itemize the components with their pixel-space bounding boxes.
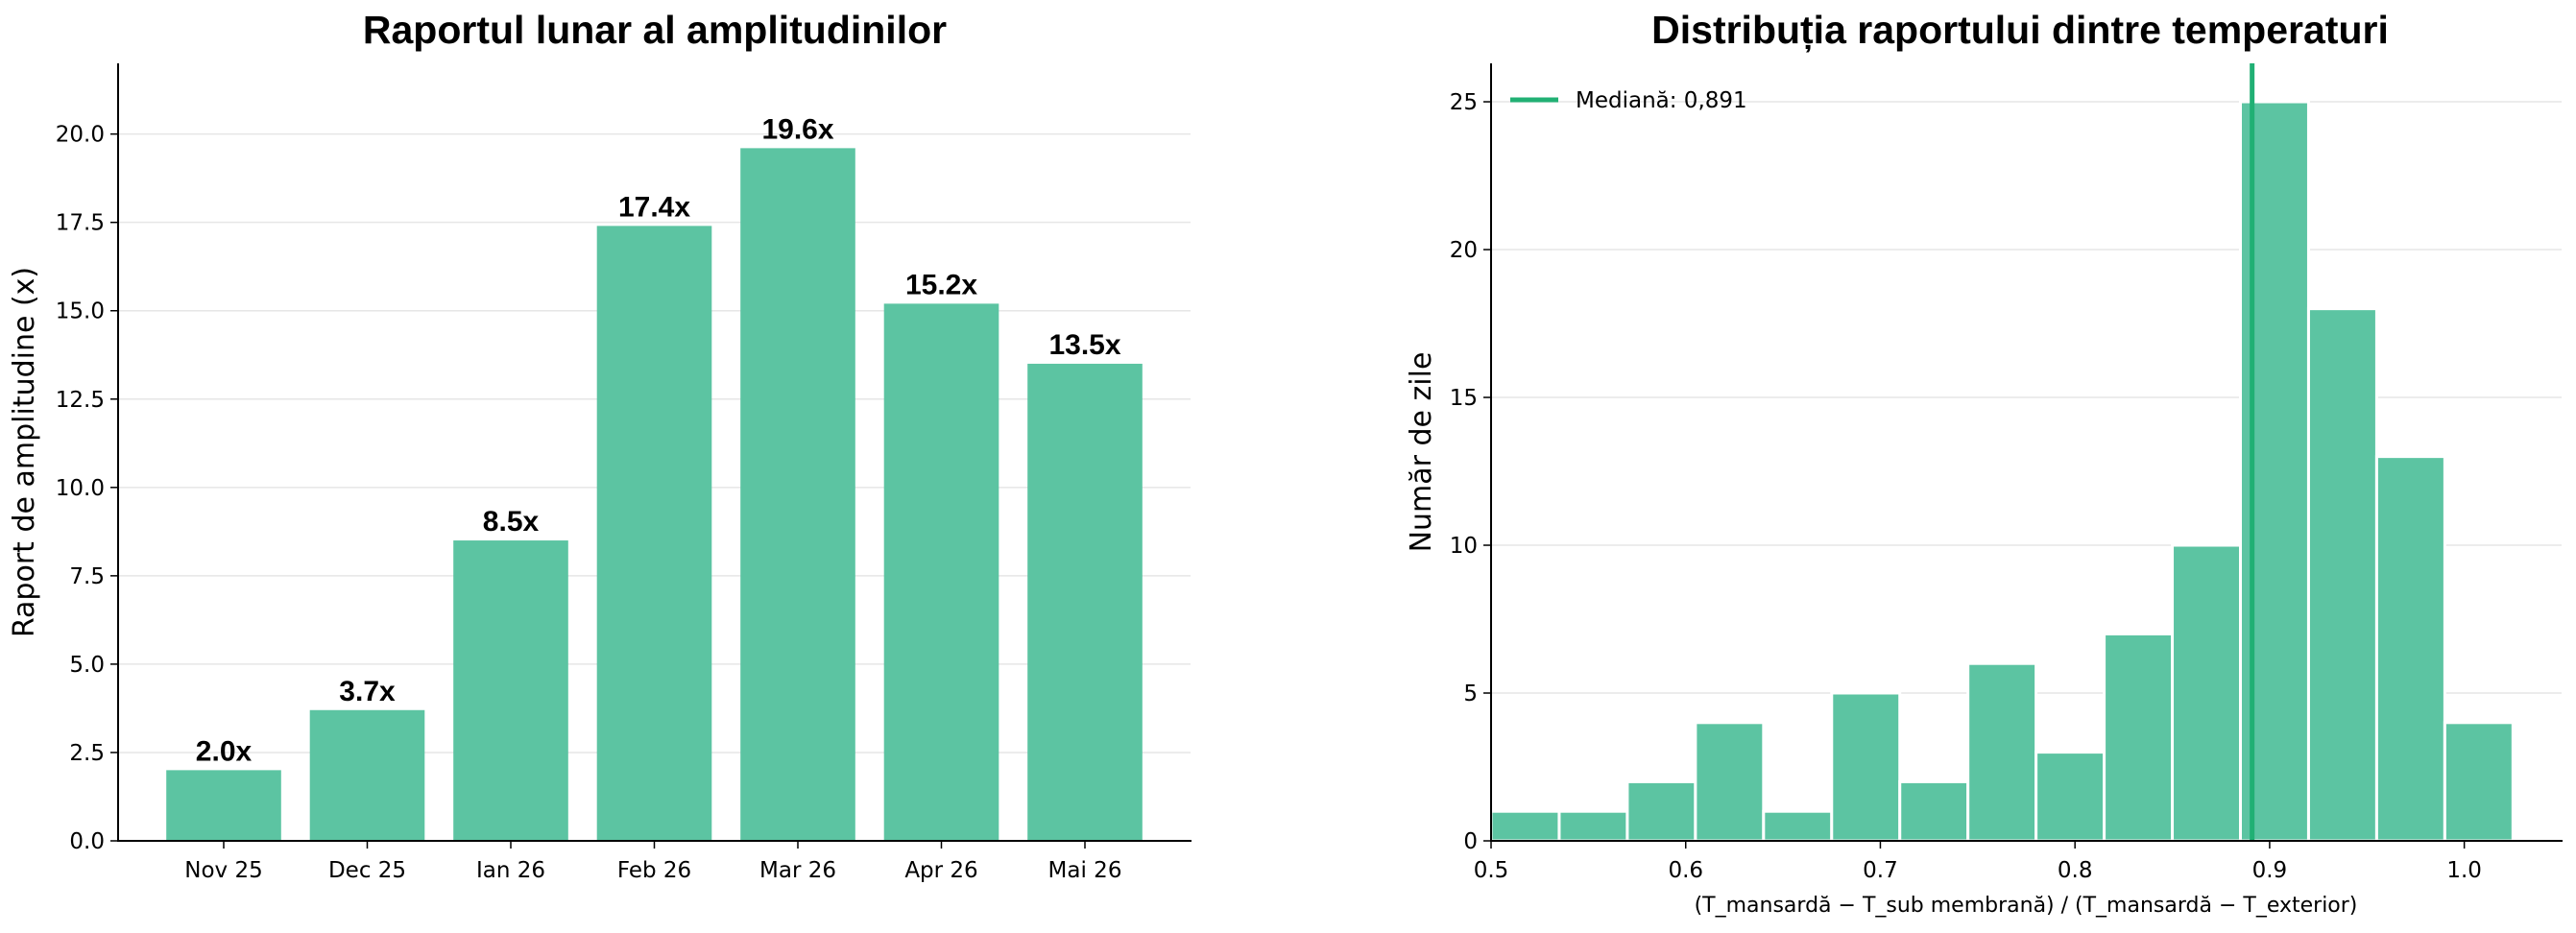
left-y-ticks: 0.0 2.5 5.0 7.5 10.0 12.5 15.0 17.5 20.0 (56, 123, 118, 854)
bar-data-label: 19.6x (761, 113, 833, 145)
right-x-axis-label: (T_mansardă − T_sub membrană) / (T_mansa… (1695, 894, 2358, 918)
left-x-tick-label: Ian 26 (476, 858, 545, 883)
histogram-bin (1625, 779, 1697, 843)
histogram-bin (2306, 307, 2378, 843)
bar (309, 709, 425, 841)
left-y-tick-label: 5.0 (69, 653, 105, 678)
right-y-tick-label: 5 (1463, 682, 1478, 706)
histogram-bin (1557, 809, 1629, 843)
bar (1027, 363, 1143, 841)
left-y-tick-label: 0.0 (69, 829, 105, 854)
temperature-ratio-histogram: Distribuția raportului dintre temperatur… (1405, 8, 2563, 918)
bar-data-label: 17.4x (618, 191, 690, 223)
histogram-bin (2103, 632, 2175, 843)
right-y-tick-label: 10 (1450, 534, 1478, 559)
left-y-tick-label: 12.5 (56, 388, 105, 413)
right-x-tick-label: 0.6 (1668, 858, 1703, 883)
right-x-tick-label: 0.5 (1474, 858, 1509, 883)
right-y-tick-label: 15 (1450, 386, 1478, 411)
right-x-tick-label: 1.0 (2446, 858, 2482, 883)
bar (740, 148, 855, 841)
right-chart-title: Distribuția raportului dintre temperatur… (1651, 8, 2389, 52)
right-y-ticks: 0 5 10 15 20 25 (1450, 90, 1491, 854)
histogram-bin (2034, 751, 2107, 843)
right-y-axis-label: Număr de zile (1405, 352, 1438, 553)
legend-median-label: Mediană: 0,891 (1576, 88, 1747, 113)
histogram-bin (2443, 721, 2515, 843)
left-x-tick-label: Nov 25 (184, 858, 262, 883)
left-y-tick-label: 15.0 (56, 299, 105, 324)
bar-data-label: 3.7x (339, 676, 396, 707)
histogram-bin (1898, 779, 1970, 843)
left-chart-title: Raportul lunar al amplitudinilor (363, 8, 947, 52)
left-y-axis-label: Raport de amplitudine (x) (8, 267, 41, 637)
bar-data-label: 15.2x (905, 269, 977, 300)
left-x-tick-label: Mar 26 (759, 858, 836, 883)
histogram-bin (1762, 809, 1834, 843)
bar (453, 540, 568, 841)
histogram-bin (1694, 721, 1766, 843)
left-x-tick-label: Dec 25 (328, 858, 406, 883)
bar-data-label: 13.5x (1048, 329, 1120, 361)
monthly-ratio-bar-chart: Raportul lunar al amplitudinilor 2.0x 3.7… (8, 8, 1192, 883)
right-y-tick-label: 25 (1450, 90, 1478, 115)
left-data-labels: 2.0x 3.7x 8.5x 17.4x 19.6x 15.2x 13.5x (196, 113, 1121, 767)
bar-data-label: 8.5x (483, 506, 540, 538)
right-x-tick-label: 0.7 (1863, 858, 1898, 883)
right-x-tick-label: 0.9 (2252, 858, 2288, 883)
left-x-tick-label: Feb 26 (617, 858, 691, 883)
left-y-tick-label: 7.5 (69, 564, 105, 589)
bar (883, 303, 999, 841)
legend: Mediană: 0,891 (1510, 88, 1747, 113)
right-x-tick-label: 0.8 (2058, 858, 2093, 883)
right-y-tick-label: 20 (1450, 238, 1478, 263)
bar-data-label: 2.0x (196, 735, 253, 767)
histogram-bin (1489, 809, 1561, 843)
left-y-tick-label: 2.5 (69, 741, 105, 766)
right-x-ticks: 0.5 0.6 0.7 0.8 0.9 1.0 (1474, 841, 2482, 883)
left-y-tick-label: 20.0 (56, 123, 105, 148)
left-x-ticks: Nov 25 Dec 25 Ian 26 Feb 26 Mar 26 Apr 26 Mai … (184, 841, 1121, 883)
left-bars (166, 148, 1143, 841)
histogram-bin (2171, 543, 2242, 843)
left-y-tick-label: 17.5 (56, 211, 105, 236)
bar (596, 226, 712, 841)
bar (166, 770, 281, 841)
right-y-tick-label: 0 (1463, 829, 1478, 854)
histogram-bin (2374, 455, 2446, 843)
left-x-tick-label: Apr 26 (904, 858, 977, 883)
right-histogram-bins (1489, 100, 2515, 843)
histogram-bin (1966, 661, 2038, 843)
left-x-tick-label: Mai 26 (1048, 858, 1122, 883)
histogram-bin (1830, 691, 1902, 843)
left-y-tick-label: 10.0 (56, 476, 105, 501)
